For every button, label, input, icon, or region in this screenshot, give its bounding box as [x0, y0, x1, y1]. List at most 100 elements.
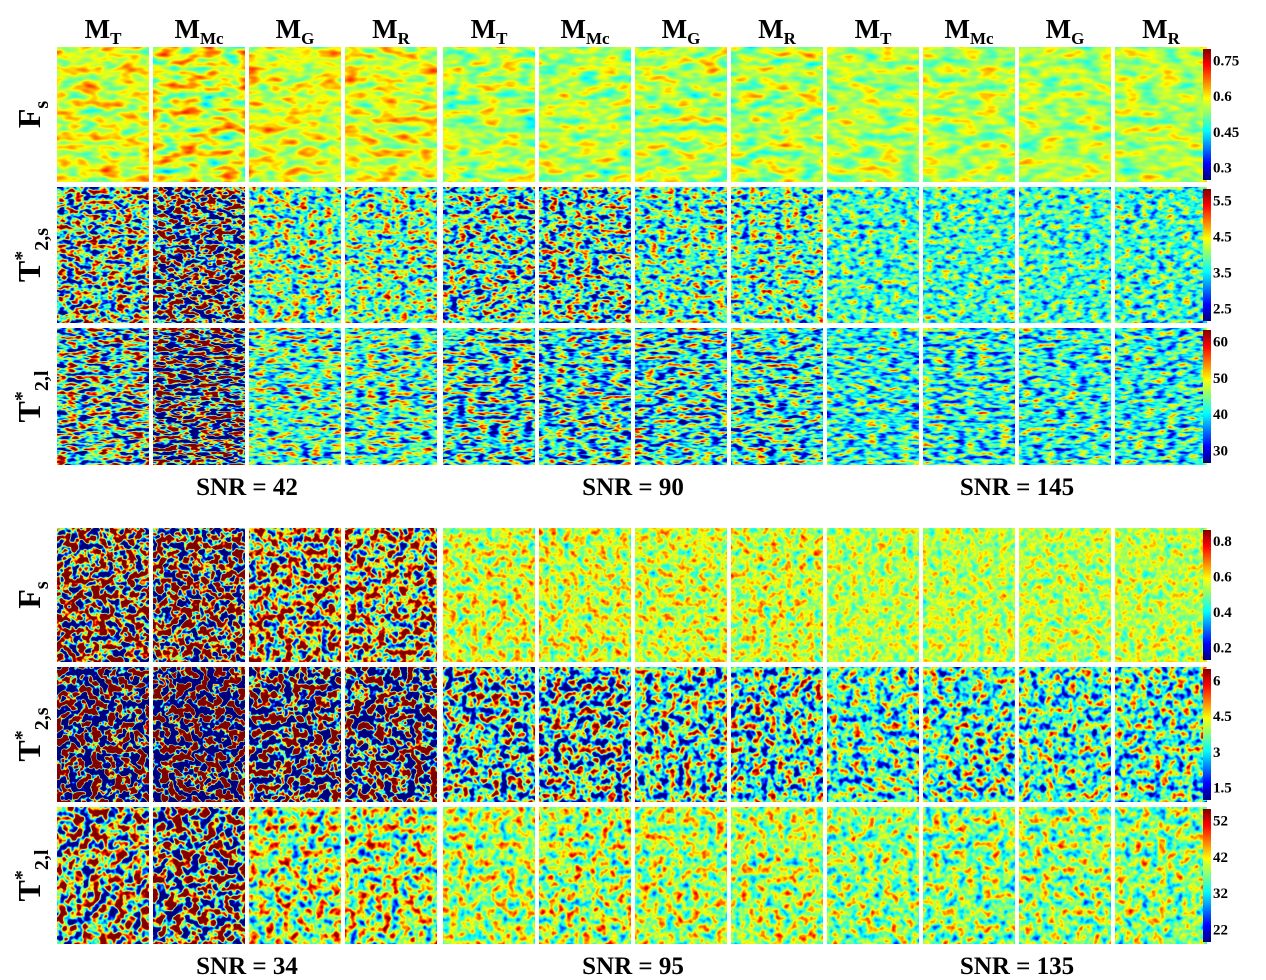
colorbar-tick-label: 0.6	[1213, 570, 1232, 586]
map-tile	[443, 328, 535, 465]
colorbar-tick-label: 2.5	[1213, 302, 1232, 318]
map-tile	[731, 187, 823, 323]
colorbar	[1203, 809, 1211, 942]
colorbar	[1203, 669, 1211, 800]
row-label-sup: *	[11, 730, 33, 740]
column-header: MG	[662, 14, 701, 48]
map-tile	[923, 47, 1015, 182]
row-label-sub: 2,l	[31, 370, 53, 391]
colorbar-tick-label: 0.8	[1213, 534, 1232, 550]
row-label-sub: s	[31, 101, 53, 109]
map-tile	[153, 47, 245, 182]
header-main: M	[1142, 14, 1167, 44]
header-main: M	[560, 14, 585, 44]
map-tile	[731, 807, 823, 944]
colorbar-tick-label: 0.3	[1213, 161, 1232, 177]
colorbar-tick-label: 22	[1213, 922, 1228, 938]
header-sub: Mc	[200, 29, 224, 48]
map-tile	[1115, 667, 1207, 802]
map-tile	[827, 667, 919, 802]
map-tile	[57, 528, 149, 662]
map-tile	[1115, 807, 1207, 944]
map-tile	[153, 807, 245, 944]
row-label-main: T	[11, 880, 47, 901]
map-tile	[249, 187, 341, 323]
snr-label: SNR = 135	[960, 953, 1074, 980]
column-header: MG	[1046, 14, 1085, 48]
row-label: Fs	[11, 581, 53, 609]
colorbar-tick-label: 30	[1213, 443, 1228, 459]
map-tile	[153, 667, 245, 802]
map-tile	[1019, 807, 1111, 944]
map-tile	[249, 807, 341, 944]
map-tile	[1115, 187, 1207, 323]
colorbar-tick-label: 52	[1213, 814, 1228, 830]
header-main: M	[758, 14, 783, 44]
header-sub: R	[784, 29, 797, 48]
row-label-sup: *	[11, 251, 33, 261]
map-tile	[635, 807, 727, 944]
snr-label: SNR = 95	[582, 953, 684, 980]
colorbar-tick-label: 4.5	[1213, 709, 1232, 725]
map-tile	[827, 187, 919, 323]
colorbar-tick-label: 50	[1213, 371, 1228, 387]
map-tile	[1115, 328, 1207, 465]
map-tile	[1019, 667, 1111, 802]
row-label-sup: *	[11, 870, 33, 880]
column-header: MT	[471, 14, 508, 48]
colorbar-tick-label: 42	[1213, 850, 1228, 866]
map-tile	[731, 328, 823, 465]
colorbar-tick-label: 0.2	[1213, 641, 1232, 657]
map-tile	[1115, 528, 1207, 662]
colorbar-tick-label: 1.5	[1213, 781, 1232, 797]
map-tile	[635, 328, 727, 465]
row-label-sup: *	[11, 391, 33, 401]
header-sub: T	[880, 29, 892, 48]
column-header: MMc	[560, 14, 610, 48]
colorbar	[1203, 49, 1211, 180]
column-header: MR	[758, 14, 796, 48]
column-header: MMc	[174, 14, 224, 48]
map-tile	[57, 667, 149, 802]
row-label: T*2,l	[11, 849, 53, 901]
map-tile	[345, 528, 437, 662]
row-label-main: T	[11, 740, 47, 761]
map-tile	[345, 328, 437, 465]
figure: MTMMcMGMRMTMMcMGMRMTMMcMGMRFs0.750.60.45…	[0, 0, 1266, 980]
header-main: M	[276, 14, 301, 44]
map-tile	[635, 47, 727, 182]
map-tile	[635, 528, 727, 662]
header-main: M	[944, 14, 969, 44]
row-label-sub: 2,l	[31, 849, 53, 870]
column-header: MMc	[944, 14, 994, 48]
colorbar	[1203, 189, 1211, 321]
header-main: M	[471, 14, 496, 44]
row-label-main: T	[11, 261, 47, 282]
map-tile	[153, 528, 245, 662]
row-label: T*2,s	[11, 707, 53, 761]
snr-label: SNR = 42	[196, 474, 298, 501]
colorbar-tick-label: 0.6	[1213, 89, 1232, 105]
header-main: M	[174, 14, 199, 44]
map-tile	[1019, 328, 1111, 465]
map-tile	[249, 328, 341, 465]
map-tile	[1115, 47, 1207, 182]
map-tile	[731, 528, 823, 662]
map-tile	[539, 528, 631, 662]
map-tile	[731, 667, 823, 802]
column-header: MR	[1142, 14, 1180, 48]
row-label: T*2,s	[11, 228, 53, 282]
colorbar	[1203, 330, 1211, 463]
header-main: M	[662, 14, 687, 44]
colorbar-tick-label: 4.5	[1213, 229, 1232, 245]
map-tile	[539, 807, 631, 944]
map-tile	[443, 187, 535, 323]
colorbar-tick-label: 3	[1213, 745, 1221, 761]
map-tile	[827, 328, 919, 465]
header-main: M	[85, 14, 110, 44]
map-tile	[539, 47, 631, 182]
colorbar	[1203, 530, 1211, 660]
map-tile	[443, 807, 535, 944]
row-label-sub: 2,s	[31, 228, 53, 251]
colorbar-tick-label: 32	[1213, 886, 1228, 902]
